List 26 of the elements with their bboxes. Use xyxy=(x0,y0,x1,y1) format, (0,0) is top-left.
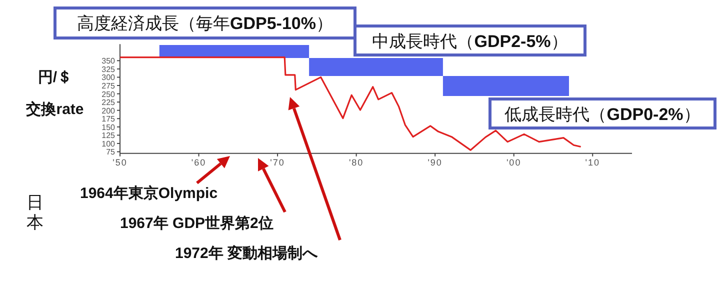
x-tick-label: '80 xyxy=(348,157,364,168)
text: 1967年 GDP世界第2位 xyxy=(120,215,274,232)
y-tick-label: 200 xyxy=(102,106,116,116)
y-tick-label: 275 xyxy=(102,82,116,90)
y-tick-label: 300 xyxy=(102,73,116,82)
x-tick-label: '60 xyxy=(191,157,206,168)
y-tick-label: 225 xyxy=(102,98,116,108)
band-label: 低成長時代（GDP0-2%） xyxy=(504,105,700,124)
text: 1972年 変動相場制へ xyxy=(175,244,319,262)
band-label: 中成長時代（GDP2-5%） xyxy=(372,32,568,51)
y-tick-label: 100 xyxy=(102,139,116,148)
y-tick-label: 175 xyxy=(102,114,116,124)
x-tick-label: '50 xyxy=(112,157,128,168)
y-tick-label: 325 xyxy=(102,64,116,74)
y-tick-label: 75 xyxy=(106,148,116,157)
y-tick-label: 125 xyxy=(102,131,116,140)
x-tick-label: '90 xyxy=(428,157,442,168)
y-axis-title: 円/＄交換rate xyxy=(25,69,84,118)
x-tick-label: '00 xyxy=(506,157,522,168)
x-tick-label: '70 xyxy=(270,157,285,168)
text: 日本 xyxy=(26,193,44,232)
x-tick-label: '10 xyxy=(585,157,600,168)
text: 1964年東京Olympic xyxy=(80,184,218,202)
y-tick-label: 150 xyxy=(102,122,116,132)
y-tick-label: 250 xyxy=(102,90,116,99)
y-tick-label: 350 xyxy=(102,56,116,66)
